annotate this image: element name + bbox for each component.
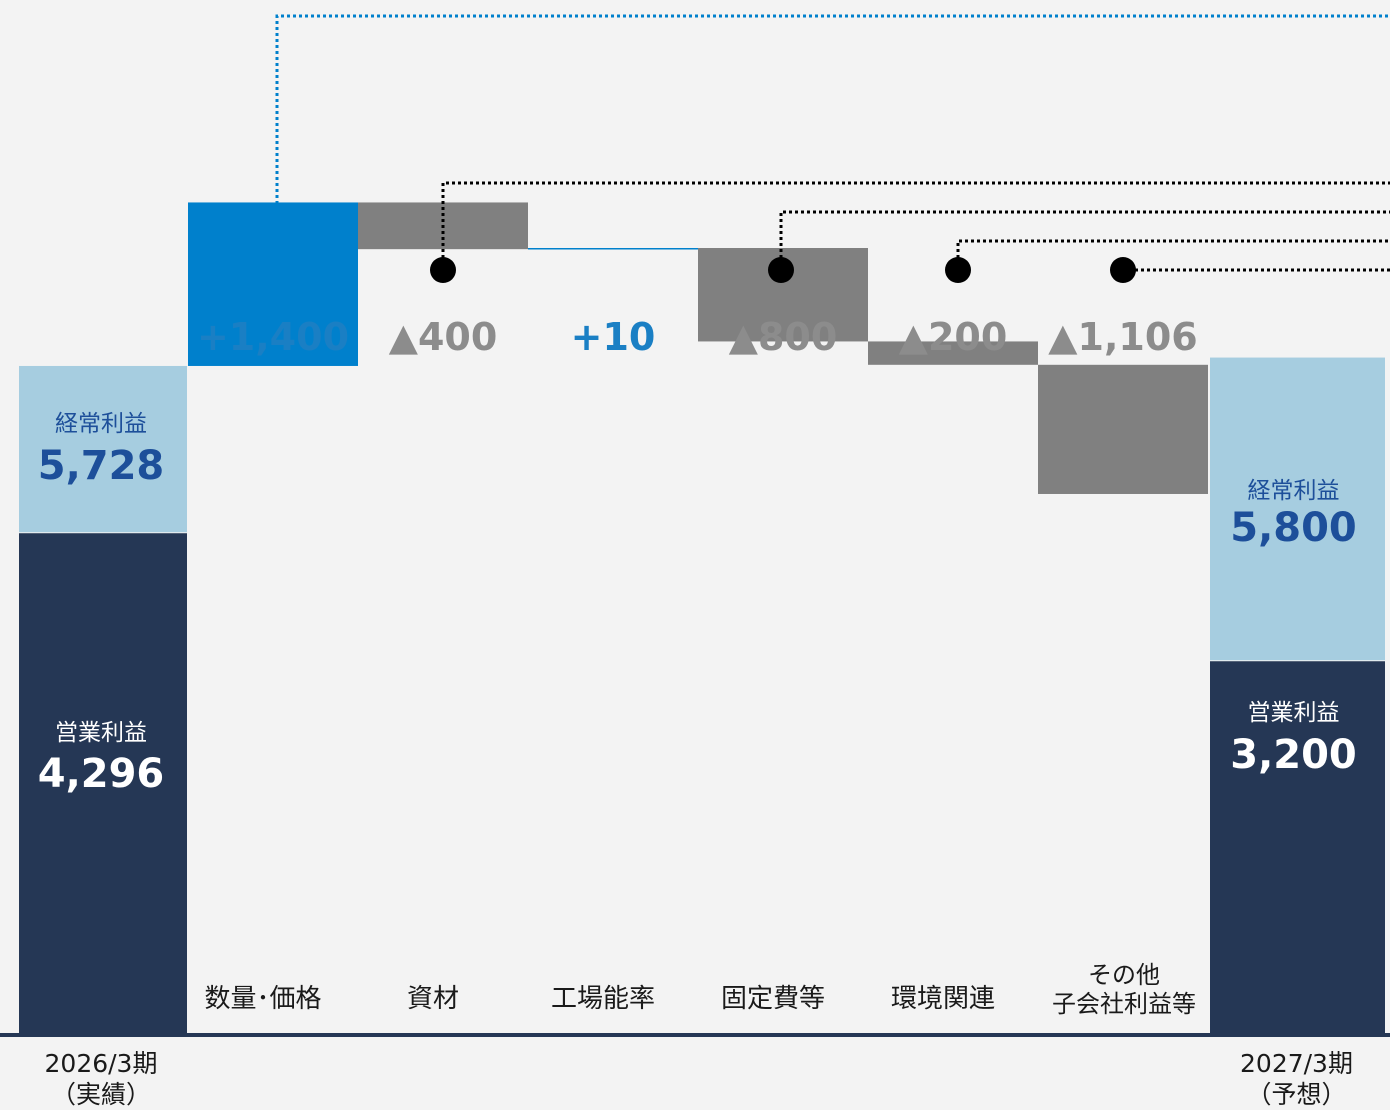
- step-value-label-4: ▲800: [729, 315, 838, 359]
- step-bar-6: [1038, 364, 1208, 494]
- step-bar-1: [188, 202, 358, 366]
- step-category-line-1: その他: [1088, 961, 1160, 989]
- step-value-label-2: ▲400: [389, 315, 498, 359]
- step-bar-5: [868, 341, 1038, 365]
- start-operating-value: 4,296: [38, 751, 165, 797]
- end-operating-value: 3,200: [1230, 732, 1357, 778]
- end-ordinary-bar: [1210, 357, 1385, 661]
- step-category-2: 資材: [407, 984, 459, 1014]
- pointer-leader-1: [275, 14, 1390, 270]
- step-category-3: 工場能率: [551, 984, 655, 1014]
- start-period-sub: （実績）: [51, 1080, 151, 1109]
- end-period-label: 2027/3期: [1240, 1049, 1353, 1078]
- end-period-sub: （予想）: [1246, 1080, 1346, 1109]
- step-category-5: 環境関連: [891, 984, 995, 1014]
- pointer-dot-2: [430, 257, 456, 283]
- pointer-leader-2: [441, 181, 1390, 270]
- end-operating-label: 営業利益: [1248, 700, 1340, 726]
- start-operating-bar: [19, 533, 187, 1035]
- step-category-4: 固定費等: [721, 984, 825, 1014]
- step-category-1: 数量･価格: [204, 984, 321, 1014]
- end-ordinary-label: 経常利益: [1248, 478, 1340, 504]
- pointer-dot-1: [264, 257, 290, 283]
- start-operating-label: 営業利益: [55, 720, 147, 746]
- start-ordinary-value: 5,728: [38, 443, 165, 489]
- step-value-label-1: +1,400: [197, 315, 349, 359]
- end-operating-bar: [1210, 661, 1385, 1035]
- step-value-label-5: ▲200: [899, 315, 1008, 359]
- pointer-dot-5: [945, 257, 971, 283]
- step-category-6: その他子会社利益等: [1052, 961, 1196, 1018]
- pointer-leader-4: [779, 210, 1390, 270]
- step-bar-3: [528, 248, 698, 250]
- step-category-line-2: 子会社利益等: [1052, 990, 1196, 1018]
- x-axis-line: [0, 1033, 1390, 1037]
- pointer-dot-6: [1110, 257, 1136, 283]
- start-period-label: 2026/3期: [45, 1049, 158, 1078]
- step-value-label-6: ▲1,106: [1048, 315, 1197, 359]
- end-ordinary-value: 5,800: [1230, 505, 1357, 551]
- pointer-dot-4: [768, 257, 794, 283]
- step-value-label-3: +10: [571, 315, 656, 359]
- start-ordinary-label: 経常利益: [55, 411, 147, 437]
- start-ordinary-bar: [19, 365, 187, 533]
